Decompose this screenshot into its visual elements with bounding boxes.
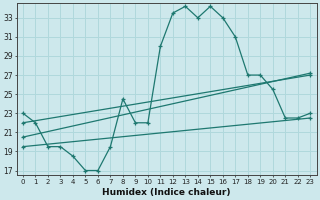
X-axis label: Humidex (Indice chaleur): Humidex (Indice chaleur) [102, 188, 231, 197]
